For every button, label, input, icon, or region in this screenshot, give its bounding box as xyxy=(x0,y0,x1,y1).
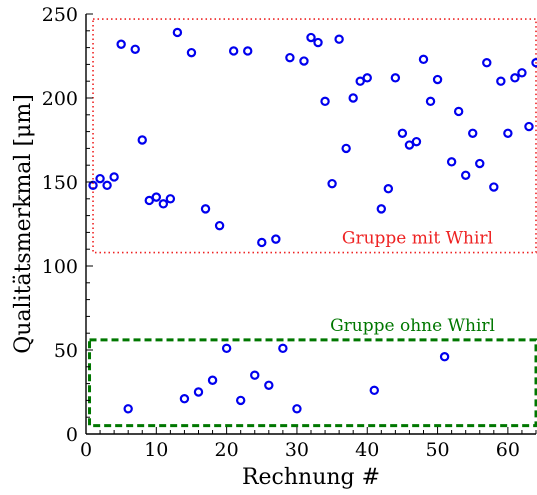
data-point xyxy=(95,173,105,184)
data-point xyxy=(517,68,527,78)
x-tick-label: 30 xyxy=(285,439,309,461)
region-label: Gruppe ohne Whirl xyxy=(330,316,495,336)
data-point xyxy=(341,143,351,154)
y-tick-label: 150 xyxy=(42,172,78,194)
data-point xyxy=(510,73,520,83)
data-point xyxy=(432,74,443,85)
data-point xyxy=(158,199,169,209)
region-label: Gruppe mit Whirl xyxy=(342,229,493,249)
data-point xyxy=(489,182,499,192)
data-point xyxy=(285,52,295,63)
data-point xyxy=(320,96,330,107)
data-point xyxy=(165,194,176,204)
data-point xyxy=(439,352,450,362)
data-point xyxy=(130,44,140,54)
data-point xyxy=(235,395,246,406)
region-labels: Gruppe mit Whirl Gruppe ohne Whirl xyxy=(330,229,495,336)
data-point xyxy=(207,375,218,385)
y-axis-title: Qualitätsmerkmal [μm] xyxy=(11,94,36,354)
data-point xyxy=(257,237,267,248)
y-tick-label: 100 xyxy=(42,256,78,278)
data-point xyxy=(383,184,394,194)
data-point xyxy=(327,178,337,189)
data-point xyxy=(411,136,422,147)
data-point xyxy=(172,27,183,38)
data-point xyxy=(299,56,309,66)
data-point xyxy=(369,385,379,396)
data-point xyxy=(482,58,492,68)
data-point xyxy=(524,121,534,132)
data-point xyxy=(88,180,98,191)
x-tick-label: 50 xyxy=(425,439,449,461)
data-point xyxy=(151,192,162,202)
data-point xyxy=(221,343,232,354)
data-point xyxy=(179,394,190,404)
data-point xyxy=(123,404,133,414)
data-point xyxy=(109,172,119,182)
data-point xyxy=(116,39,126,49)
data-points xyxy=(88,27,537,414)
data-point xyxy=(313,37,323,48)
y-tick-label: 0 xyxy=(66,424,78,446)
y-tick-label: 250 xyxy=(42,4,78,26)
data-point xyxy=(193,387,204,397)
data-point xyxy=(404,140,415,150)
data-point xyxy=(425,96,436,107)
data-point xyxy=(278,343,288,354)
data-point xyxy=(475,158,485,169)
data-point xyxy=(453,106,464,117)
data-point xyxy=(214,220,225,231)
data-point xyxy=(228,46,239,56)
group-regions xyxy=(88,18,537,428)
x-tick-label: 60 xyxy=(496,439,520,461)
data-point xyxy=(144,195,154,206)
data-point xyxy=(271,234,281,244)
x-tick-label: 20 xyxy=(215,439,239,461)
data-point xyxy=(468,128,478,138)
data-point xyxy=(200,204,211,214)
data-point xyxy=(531,58,537,68)
data-point xyxy=(446,157,457,167)
x-tick-label: 0 xyxy=(80,439,92,461)
data-point xyxy=(250,370,260,380)
data-point xyxy=(418,54,429,65)
x-tick-label: 40 xyxy=(355,439,379,461)
data-point xyxy=(362,73,372,83)
data-point xyxy=(264,380,274,390)
data-point xyxy=(334,34,344,44)
data-point xyxy=(137,135,147,145)
data-point xyxy=(390,73,401,83)
x-axis-title: Rechnung # xyxy=(242,465,380,490)
data-point xyxy=(243,46,253,56)
data-point xyxy=(376,204,387,214)
y-tick-label: 50 xyxy=(54,340,78,362)
data-point xyxy=(292,404,302,414)
axes: 0 50 100 150 200 250 0 10 20 30 40 50 60 xyxy=(42,4,537,461)
data-point xyxy=(355,76,365,86)
data-point xyxy=(348,93,358,103)
y-tick-label: 200 xyxy=(42,88,78,110)
data-point xyxy=(397,128,408,138)
region-box xyxy=(92,18,537,254)
data-point xyxy=(306,32,316,43)
data-point xyxy=(186,47,197,58)
x-tick-label: 10 xyxy=(144,439,168,461)
data-point xyxy=(496,76,506,86)
data-point xyxy=(102,180,112,191)
region-box xyxy=(88,338,537,428)
data-point xyxy=(460,170,471,180)
data-point xyxy=(503,128,513,138)
